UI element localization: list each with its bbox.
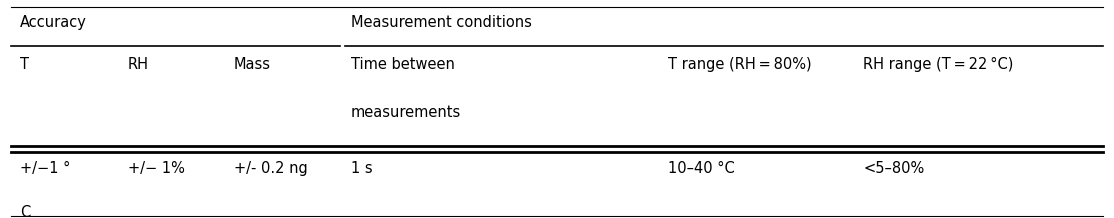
Text: 10–40 °C: 10–40 °C [668, 161, 735, 176]
Text: +/- 0.2 ng: +/- 0.2 ng [234, 161, 307, 176]
Text: Mass: Mass [234, 57, 271, 72]
Text: +/−1 °: +/−1 ° [20, 161, 70, 176]
Text: C: C [20, 205, 30, 218]
Text: Measurement conditions: Measurement conditions [351, 15, 531, 30]
Text: Accuracy: Accuracy [20, 15, 87, 30]
Text: RH: RH [128, 57, 149, 72]
Text: RH range (​T​ = 22 °C): RH range (​T​ = 22 °C) [863, 57, 1014, 72]
Text: T: T [20, 57, 29, 72]
Text: measurements: measurements [351, 105, 461, 120]
Text: <5–80%: <5–80% [863, 161, 925, 176]
Text: Time between: Time between [351, 57, 455, 72]
Text: +/− 1%: +/− 1% [128, 161, 185, 176]
Text: T range (RH = 80%): T range (RH = 80%) [668, 57, 812, 72]
Text: 1 s: 1 s [351, 161, 372, 176]
